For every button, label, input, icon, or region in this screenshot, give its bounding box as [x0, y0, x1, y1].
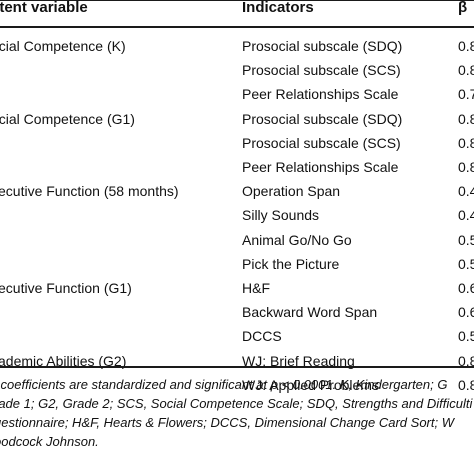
indicator-cell: Operation Span [242, 183, 341, 200]
footnote-line: rade 1; G2, Grade 2; SCS, Social Compete… [0, 396, 473, 411]
latent-variable-cell: cademic Abilities (G2) [0, 352, 127, 369]
header-indicators: Indicators [242, 0, 314, 16]
indicator-cell: WJ: Brief Reading [242, 352, 355, 369]
latent-variable-cell: xecutive Function (58 months) [0, 183, 179, 200]
indicator-cell: Prosocial subscale (SDQ) [242, 110, 403, 127]
latent-variable-cell: xecutive Function (G1) [0, 280, 132, 296]
coefficient-cell: 0.8 [458, 159, 474, 175]
coefficient-cell: 0.6 [458, 304, 474, 321]
header-coefficient: β [458, 0, 468, 16]
coefficient-cell: 0.7 [458, 86, 474, 103]
indicator-cell: DCCS [242, 328, 282, 345]
coefficient-cell: 0.8 [458, 352, 474, 369]
indicator-cell: Peer Relationships Scale [242, 159, 399, 175]
indicator-cell: Prosocial subscale (SCS) [242, 134, 401, 151]
table-footnote: l coefficients are standardized and sign… [0, 375, 474, 451]
coefficient-cell: 0.8 [458, 110, 474, 127]
indicator-cell: Silly Sounds [242, 207, 320, 224]
coefficient-cell: 0.5 [458, 231, 474, 248]
coefficient-cell: 0.4 [458, 207, 474, 224]
coefficient-cell: 0.8 [458, 376, 474, 393]
coefficient-cell: 0.8 [458, 38, 474, 54]
coefficient-cell: 0.6 [458, 280, 474, 296]
table-top-rule [0, 0, 474, 1]
coefficient-cell: 0.5 [458, 255, 474, 272]
indicator-cell: Pick the Picture [242, 255, 340, 272]
coefficient-cell: 0.8 [458, 62, 474, 79]
indicator-cell: WJ: Applied Problems [242, 376, 379, 393]
indicator-cell: Animal Go/No Go [242, 231, 352, 248]
table-bottom-rule [0, 366, 474, 368]
indicator-cell: Prosocial subscale (SCS) [242, 62, 401, 79]
footnote-line: l coefficients are standardized and sign… [0, 377, 448, 392]
indicator-cell: Backward Word Span [242, 304, 378, 321]
indicator-cell: H&F [242, 280, 270, 296]
header-rule [0, 26, 474, 28]
coefficient-cell: 0.5 [458, 328, 474, 345]
indicator-cell: Peer Relationships Scale [242, 86, 399, 103]
latent-variable-cell: ocial Competence (G1) [0, 110, 135, 127]
footnote-line: uestionnaire; H&F, Hearts & Flowers; DCC… [0, 415, 454, 430]
latent-variable-cell: ocial Competence (K) [0, 38, 126, 54]
footnote-line: oodcock Johnson. [0, 434, 99, 449]
header-latent-variable: atent variable [0, 0, 88, 16]
indicator-cell: Prosocial subscale (SDQ) [242, 38, 403, 54]
coefficient-cell: 0.4 [458, 183, 474, 200]
coefficient-cell: 0.8 [458, 134, 474, 151]
